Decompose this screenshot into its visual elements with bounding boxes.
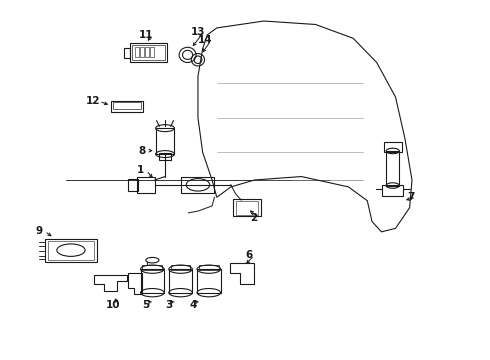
Bar: [384, 142, 402, 152]
Bar: [159, 153, 171, 160]
Bar: [49, 241, 94, 260]
Bar: [382, 185, 403, 196]
Bar: [181, 176, 215, 193]
Text: 3: 3: [165, 300, 172, 310]
Bar: [124, 48, 130, 58]
Bar: [171, 265, 191, 270]
Bar: [233, 199, 261, 216]
Text: 10: 10: [106, 300, 121, 310]
Bar: [132, 45, 165, 60]
Text: 7: 7: [407, 192, 414, 202]
Bar: [150, 46, 154, 57]
Bar: [386, 151, 399, 185]
Text: 9: 9: [35, 226, 43, 236]
Bar: [145, 46, 149, 57]
Text: 8: 8: [138, 146, 145, 156]
Bar: [197, 269, 220, 293]
Bar: [141, 269, 164, 293]
Bar: [137, 176, 155, 193]
Text: 2: 2: [250, 213, 258, 223]
Text: 11: 11: [139, 30, 153, 40]
Bar: [135, 46, 139, 57]
Bar: [113, 102, 141, 109]
Bar: [236, 201, 258, 215]
Bar: [128, 179, 138, 191]
Bar: [199, 265, 219, 270]
Bar: [169, 269, 192, 293]
Text: 13: 13: [191, 27, 205, 37]
Bar: [140, 46, 144, 57]
Bar: [130, 44, 168, 63]
Bar: [143, 265, 162, 270]
Text: 1: 1: [137, 165, 144, 175]
Text: 5: 5: [143, 300, 150, 310]
Text: 12: 12: [86, 96, 101, 106]
Text: 4: 4: [190, 300, 197, 310]
Bar: [45, 239, 97, 262]
Bar: [156, 128, 174, 154]
Bar: [111, 100, 143, 112]
Text: 6: 6: [245, 250, 252, 260]
Text: 14: 14: [198, 35, 213, 45]
